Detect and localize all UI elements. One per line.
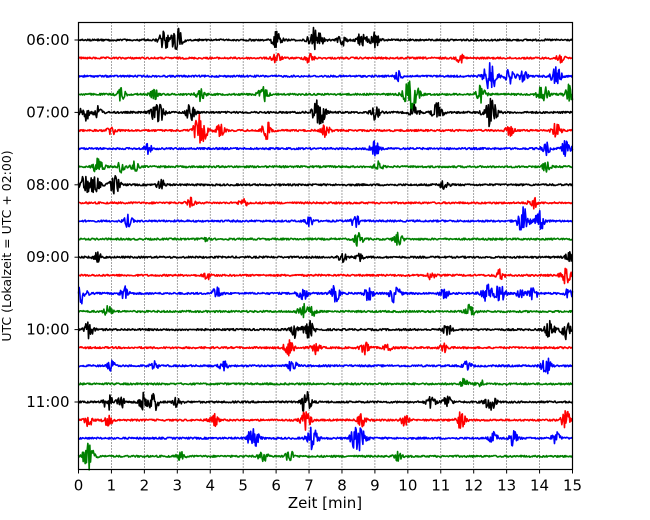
trace-15 bbox=[77, 283, 574, 305]
trace-04 bbox=[78, 80, 574, 113]
trace-17 bbox=[78, 319, 573, 341]
trace-22 bbox=[78, 410, 573, 431]
x-tick-label: 14 bbox=[530, 477, 549, 495]
x-tick-label: 3 bbox=[173, 477, 183, 495]
trace-18 bbox=[77, 339, 573, 357]
y-tick-label: 06:00 bbox=[26, 31, 69, 49]
trace-06 bbox=[77, 113, 574, 144]
trace-11 bbox=[77, 206, 574, 231]
y-axis-ticks: 06:00 07:00 08:00 09:00 10:00 11:00 bbox=[26, 31, 79, 411]
plot-frame bbox=[77, 21, 574, 471]
trace-13 bbox=[78, 251, 574, 263]
x-tick-label: 12 bbox=[464, 477, 483, 495]
y-tick-label: 09:00 bbox=[26, 248, 69, 266]
x-axis-label: Zeit [min] bbox=[288, 494, 362, 512]
x-tick-label: 6 bbox=[271, 477, 281, 495]
x-tick-label: 7 bbox=[304, 477, 314, 495]
x-axis-ticks: 0 1 2 3 4 5 6 7 8 9 10 11 12 13 14 15 bbox=[74, 469, 582, 495]
y-tick-label: 11:00 bbox=[26, 393, 69, 411]
trace-07 bbox=[77, 139, 574, 157]
y-axis-label: UTC (Lokalzeit = UTC + 02:00) bbox=[0, 150, 14, 341]
y-tick-label: 07:00 bbox=[26, 103, 69, 121]
trace-05 bbox=[77, 97, 573, 128]
trace-09 bbox=[77, 175, 574, 195]
y-tick-label: 10:00 bbox=[26, 321, 69, 339]
x-tick-label: 5 bbox=[238, 477, 248, 495]
x-tick-label: 8 bbox=[337, 477, 347, 495]
trace-01 bbox=[77, 26, 574, 51]
y-tick-label: 08:00 bbox=[26, 176, 69, 194]
x-tick-label: 15 bbox=[563, 477, 582, 495]
trace-14 bbox=[78, 267, 573, 285]
trace-08 bbox=[78, 157, 573, 174]
trace-23 bbox=[77, 426, 573, 452]
grid-lines bbox=[111, 22, 540, 470]
trace-10 bbox=[78, 196, 574, 210]
trace-02 bbox=[77, 52, 573, 64]
trace-16 bbox=[78, 302, 574, 319]
x-tick-label: 2 bbox=[140, 477, 150, 495]
x-tick-label: 1 bbox=[107, 477, 117, 495]
x-tick-label: 10 bbox=[398, 477, 417, 495]
trace-03 bbox=[77, 62, 574, 90]
trace-20 bbox=[78, 377, 574, 388]
trace-24 bbox=[77, 442, 573, 471]
x-tick-label: 11 bbox=[431, 477, 450, 495]
x-tick-label: 4 bbox=[205, 477, 215, 495]
x-tick-label: 0 bbox=[74, 477, 84, 495]
seismic-traces bbox=[77, 26, 574, 471]
trace-19 bbox=[78, 357, 573, 375]
trace-12 bbox=[78, 231, 574, 247]
x-tick-label: 13 bbox=[497, 477, 516, 495]
trace-21 bbox=[78, 390, 574, 412]
x-tick-label: 9 bbox=[370, 477, 380, 495]
